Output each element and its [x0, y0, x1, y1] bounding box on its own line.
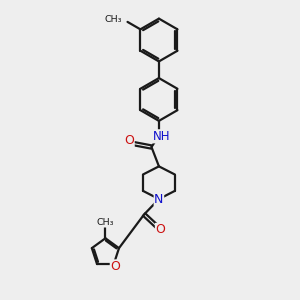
Text: O: O — [110, 260, 120, 273]
Text: CH₃: CH₃ — [105, 15, 122, 24]
Text: N: N — [154, 193, 164, 206]
Text: O: O — [124, 134, 134, 147]
Text: O: O — [155, 224, 165, 236]
Text: CH₃: CH₃ — [97, 218, 114, 227]
Text: NH: NH — [152, 130, 170, 143]
